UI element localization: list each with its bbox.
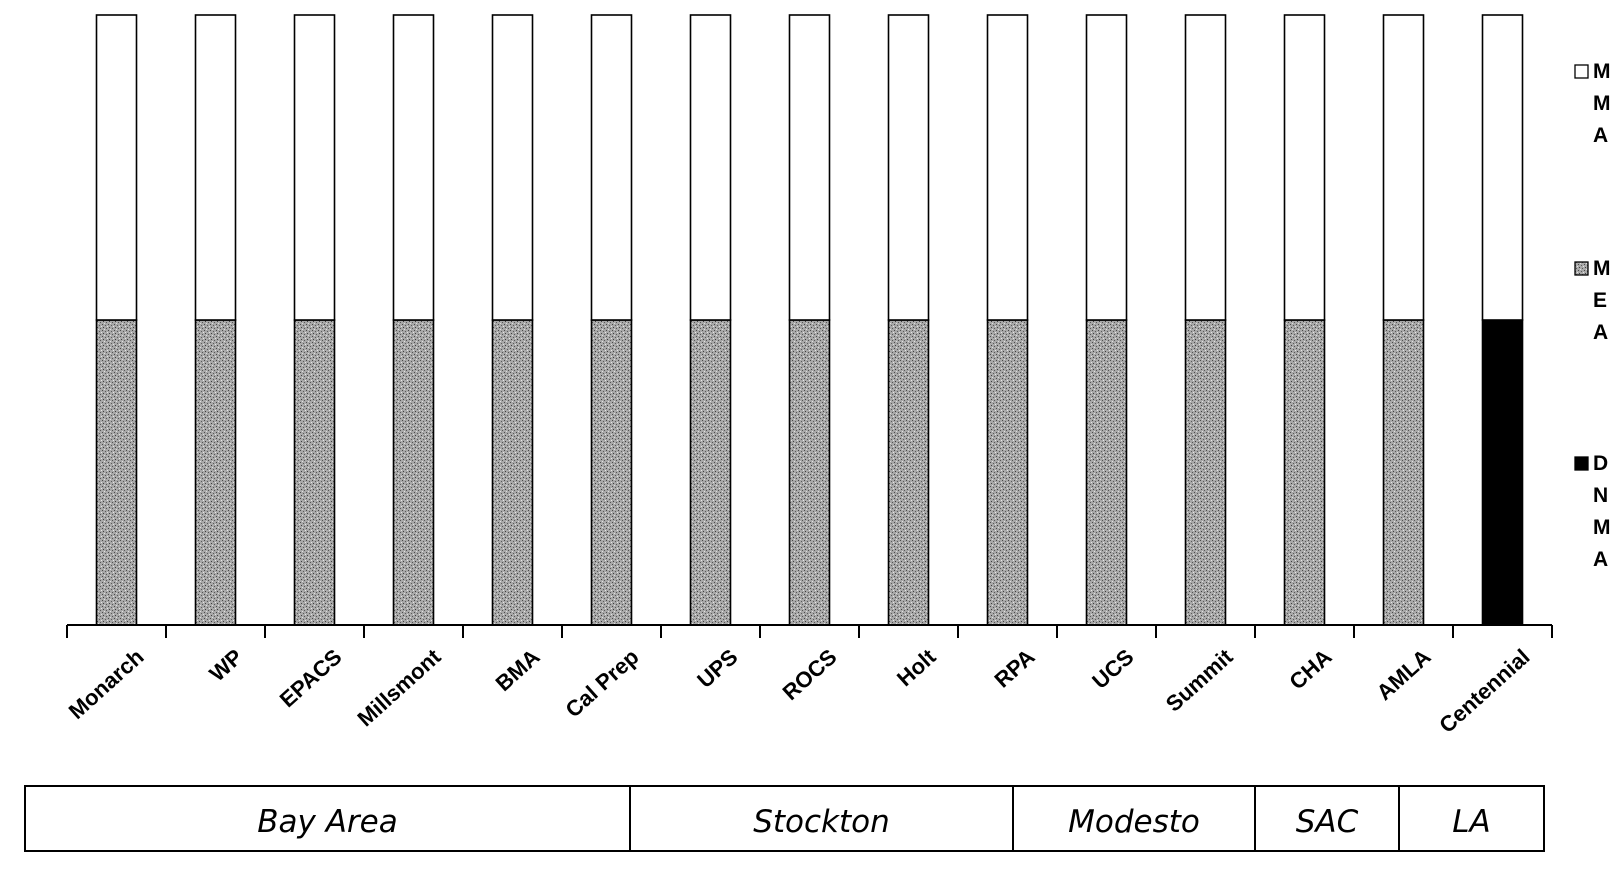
x-tick-label: UCS [1087,644,1138,694]
bar-bma-m-m-a [491,14,534,321]
bar-ups-m-m-a [689,14,732,321]
bar-amla-m-e-a [1382,319,1425,626]
bar-bma-m-e-a [491,319,534,626]
bar-millsmont-m-m-a [392,14,435,321]
bar-holt-m-e-a [887,319,930,626]
legend-label: M [1593,92,1611,115]
x-tick-label: ROCS [778,644,842,705]
region-label: LA [1452,804,1490,840]
bar-centennial-d-n-m-a [1481,319,1524,626]
x-tick-label: Cal Prep [560,644,643,722]
bar-wp-m-e-a [194,319,237,626]
bar-cha-m-m-a [1283,14,1326,321]
bar-epacs-m-e-a [293,319,336,626]
bar-centennial-m-m-a [1481,14,1524,321]
bar-epacs-m-m-a [293,14,336,321]
bar-cal-prep-m-m-a [590,14,633,321]
x-tick-label: CHA [1284,644,1336,695]
bar-rocs-m-e-a [788,319,831,626]
x-tick-label: BMA [491,644,545,696]
bar-monarch-m-e-a [95,319,138,626]
bar-holt-m-m-a [887,14,930,321]
x-axis [66,624,1553,638]
legend-label: A [1593,124,1608,147]
bar-ucs-m-m-a [1085,14,1128,321]
region-label: Modesto [1068,804,1200,840]
bars-group [95,14,1524,626]
x-tick-label: UPS [692,644,742,693]
legend-swatch [1574,261,1589,276]
bar-wp-m-m-a [194,14,237,321]
legend-label: M [1593,60,1611,83]
bar-rpa-m-e-a [986,319,1029,626]
bar-cal-prep-m-e-a [590,319,633,626]
legend-label: E [1593,289,1607,312]
bar-cha-m-e-a [1283,319,1326,626]
legend-label: D [1593,452,1608,475]
x-tick-label: Holt [892,644,941,692]
bar-summit-m-m-a [1184,14,1227,321]
region-label: SAC [1296,804,1359,840]
x-tick-label: EPACS [275,644,347,712]
bar-amla-m-m-a [1382,14,1425,321]
bar-millsmont-m-e-a [392,319,435,626]
bar-ups-m-e-a [689,319,732,626]
region-label: Stockton [753,804,890,840]
bar-rpa-m-m-a [986,14,1029,321]
x-tick-label: RPA [990,644,1040,693]
bar-ucs-m-e-a [1085,319,1128,626]
legend-label: M [1593,257,1611,280]
x-tick-label: Monarch [64,644,149,724]
x-axis-labels: Monarch WP EPACS Millsmont BMA Cal Prep UPS ROC… [64,644,1535,738]
legend-swatch [1574,456,1589,471]
legend-label: A [1593,548,1608,571]
x-tick-label: WP [204,644,247,686]
x-tick-label: AMLA [1372,644,1436,705]
bar-summit-m-e-a [1184,319,1227,626]
region-band: Bay Area Stockton Modesto SAC LA [24,785,1545,852]
region-band-frame [24,785,1545,852]
x-tick-label: Millsmont [353,644,447,732]
legend-label: M [1593,516,1611,539]
bar-monarch-m-m-a [95,14,138,321]
legend-label: N [1593,484,1608,507]
legend-label: A [1593,321,1608,344]
x-tick-label: Summit [1161,644,1238,717]
bar-rocs-m-m-a [788,14,831,321]
region-label: Bay Area [257,804,397,840]
x-tick-label: Centennial [1434,644,1534,738]
legend-swatch [1574,64,1589,79]
